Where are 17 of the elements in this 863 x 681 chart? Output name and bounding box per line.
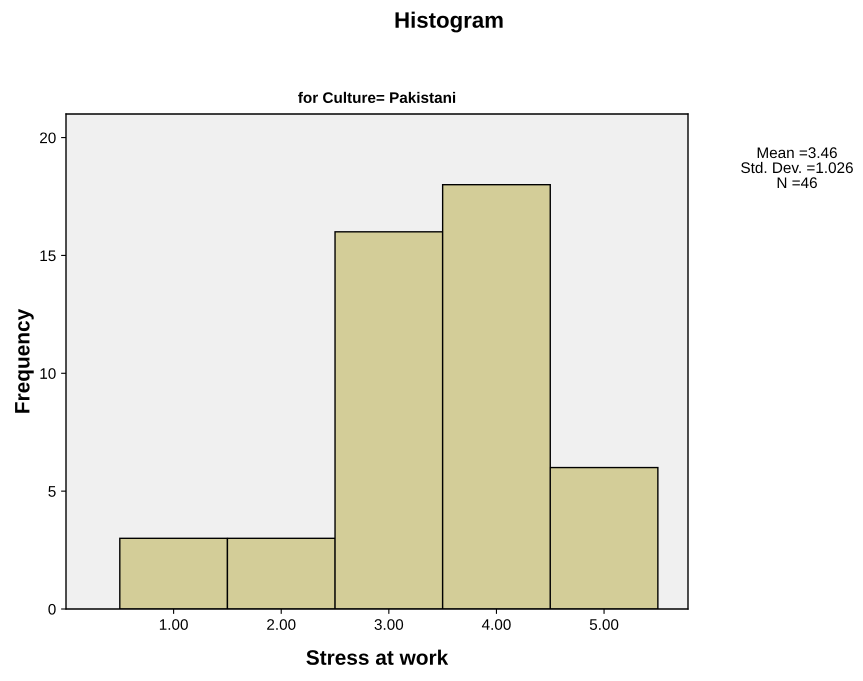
- x-tick-label: 5.00: [590, 619, 618, 630]
- y-tick-label: 15: [40, 250, 56, 262]
- text: Mean =3.46: [758, 147, 837, 158]
- x-tick-label: 2.00: [267, 619, 296, 630]
- x-tick-label: 1.00: [160, 619, 188, 630]
- x-axis-title: Stress at work: [306, 650, 448, 665]
- text: N =46: [778, 177, 817, 188]
- y-tick-label: 20: [40, 132, 56, 144]
- chart-title: Histogram: [396, 12, 503, 32]
- y-tick-label: 5: [48, 486, 56, 497]
- x-tick-label: 3.00: [374, 619, 404, 630]
- y-tick-label: 10: [40, 368, 56, 379]
- chart-subtitle: for Culture= Pakistani: [298, 92, 456, 104]
- y-tick-label: 0: [48, 604, 56, 615]
- y-axis-title: Frequency: [15, 308, 34, 413]
- text: Std. Dev. =1.026: [741, 162, 853, 174]
- x-tick-label: 4.00: [482, 619, 511, 630]
